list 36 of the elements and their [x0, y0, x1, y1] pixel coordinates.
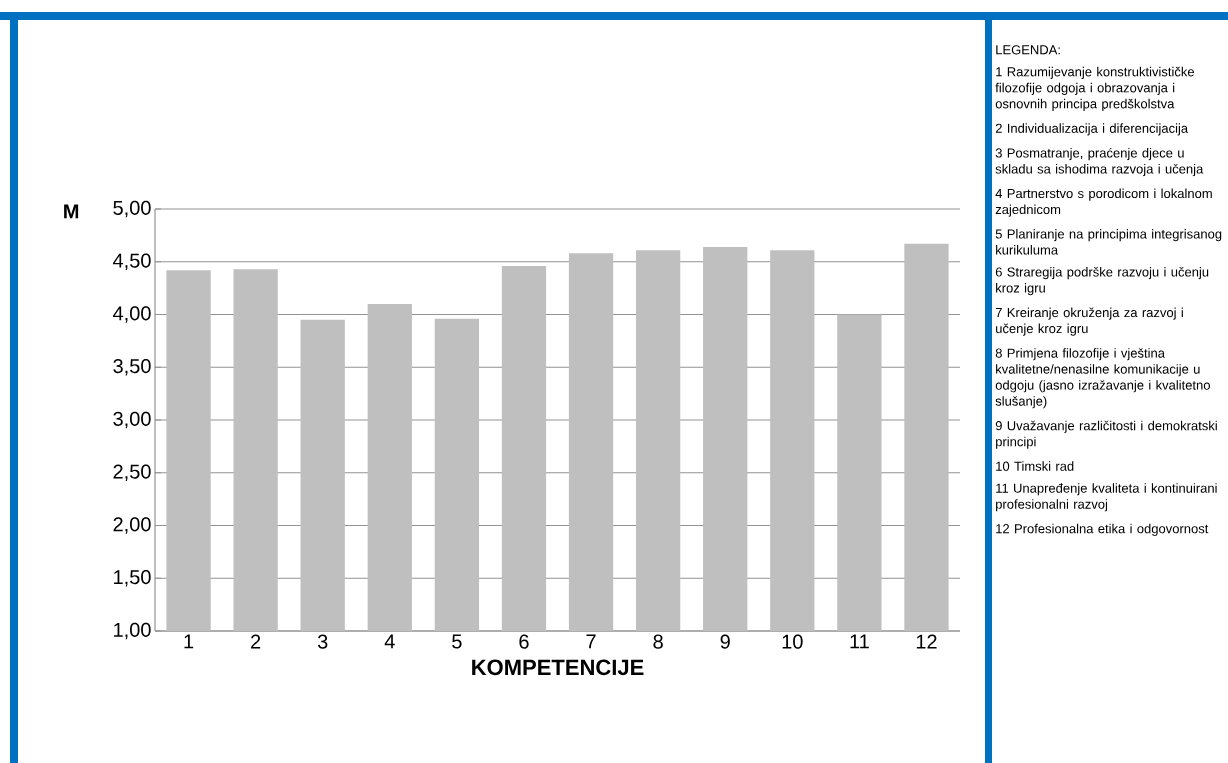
- text: 6 Straregija podrške razvoju i učenju kroz igru: [995, 267, 1209, 296]
- text: 11 Unapređenje kvaliteta i kontinuirani profesionalni razvoj: [996, 483, 1217, 512]
- x-tick-label: 10: [782, 634, 803, 649]
- x-axis-title: KOMPETENCIJE: [472, 659, 644, 676]
- text: 7 Kreiranje okruženja za razvoj i učenje kroz igru: [995, 307, 1183, 336]
- text: 8 Primjena filozofije i vještina kvalitetne/nenasilne komunikacije u odgoju (jasno izražavanje i kvalitetno slušanje): [995, 348, 1210, 409]
- y-tick-label: 4,50: [113, 253, 151, 271]
- x-tick-label: 6: [519, 634, 529, 649]
- text: LEGENDA:: [996, 45, 1060, 55]
- text: 3 Posmatranje, praćenje djece u skladu sa ishodima razvoja i učenja: [995, 147, 1204, 177]
- text: 9 Uvažavanje različitosti i demokratski principi: [995, 420, 1217, 449]
- text: 10 Timski rad: [996, 461, 1074, 471]
- text: 2 Individualizacija i diferencijacija: [995, 123, 1189, 136]
- x-tick-label: 7: [586, 634, 596, 649]
- x-tick-label: 11: [850, 634, 869, 649]
- x-tick-label: 5: [452, 634, 462, 649]
- text: 1 Razumijevanje konstruktivističke filozofije odgoja i obrazovanja i osnovnih principa predškolstva: [995, 66, 1194, 111]
- text: 4 Partnerstvo s porodicom i lokalnom zajednicom: [995, 188, 1212, 217]
- x-tick-label: 3: [317, 634, 328, 649]
- x-tick-label: 12: [916, 634, 937, 649]
- y-tick-label: 4,00: [113, 306, 151, 323]
- y-tick-label: 1,50: [114, 569, 151, 587]
- y-tick-label: 3,00: [113, 411, 151, 429]
- y-tick-label: 3,50: [113, 358, 151, 376]
- x-tick-label: 8: [653, 634, 663, 649]
- text: 12 Profesionalna etika i odgovornost: [996, 523, 1209, 536]
- x-tick-label: 1: [184, 634, 194, 649]
- y-tick-label: 5,00: [113, 200, 151, 218]
- x-tick-label: 9: [720, 634, 730, 649]
- text: 5 Planiranje na principima integrisanog kurikuluma: [995, 229, 1222, 255]
- y-tick-label: 2,00: [113, 517, 151, 534]
- x-tick-label: 2: [251, 634, 261, 649]
- y-tick-label: 1,00: [114, 622, 151, 640]
- x-tick-label: 4: [384, 634, 395, 649]
- y-tick-label: 2,50: [113, 464, 151, 482]
- y-axis-title: M: [64, 204, 79, 219]
